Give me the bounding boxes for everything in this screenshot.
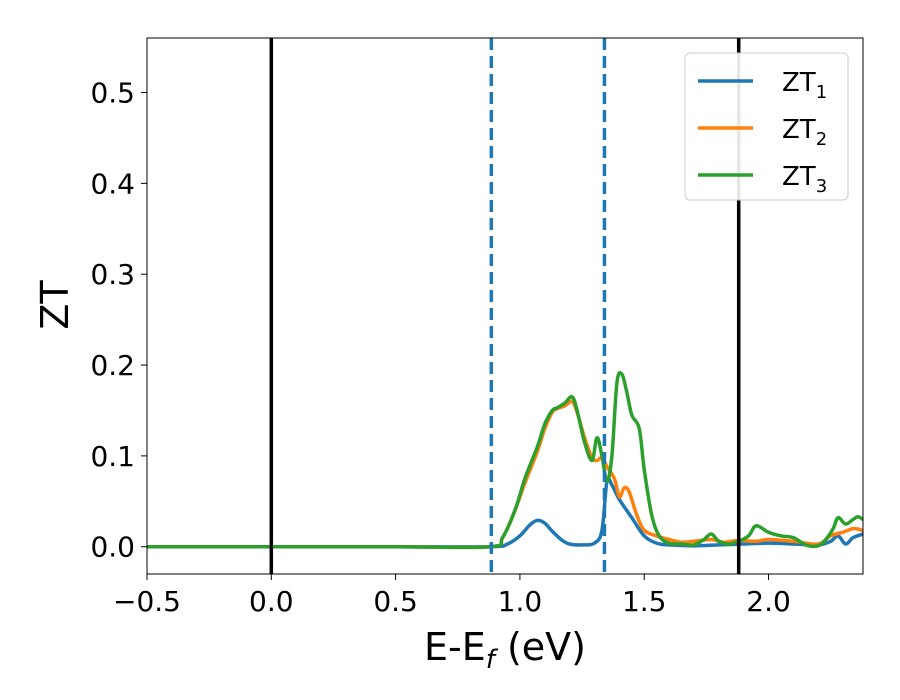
legend-label: ZT1 — [782, 68, 827, 103]
legend: ZT1 ZT2 ZT3 — [684, 52, 849, 201]
x-tick-label: 2.0 — [746, 585, 791, 618]
legend-box — [684, 52, 849, 201]
plot-frame — [146, 37, 864, 575]
y-tick-label: 0.2 — [90, 349, 135, 382]
y-tick-label: 0.1 — [90, 440, 135, 473]
y-tick-label: 0.5 — [90, 77, 135, 110]
y-axis-label: ZT — [33, 280, 77, 330]
y-tick-label: 0.0 — [90, 531, 135, 564]
x-tick-label: 0.0 — [249, 585, 294, 618]
series-line-zt3 — [147, 371, 863, 550]
x-tick-label: 1.5 — [622, 585, 667, 618]
x-tick-label: 0.5 — [373, 585, 418, 618]
y-tick-label: 0.4 — [90, 167, 135, 200]
y-tick-label: 0.3 — [90, 258, 135, 291]
x-tick-label: −0.5 — [113, 585, 181, 618]
legend-label: ZT3 — [782, 162, 827, 197]
x-axis-label: E-Ef (eV) — [424, 625, 586, 675]
legend-label: ZT2 — [782, 115, 827, 150]
axes: −0.5 0.0 0.5 1.0 1.5 2.0 0.0 0.1 0.2 0.3 0.4 0.5 — [90, 37, 864, 618]
x-tick-label: 1.0 — [498, 585, 543, 618]
